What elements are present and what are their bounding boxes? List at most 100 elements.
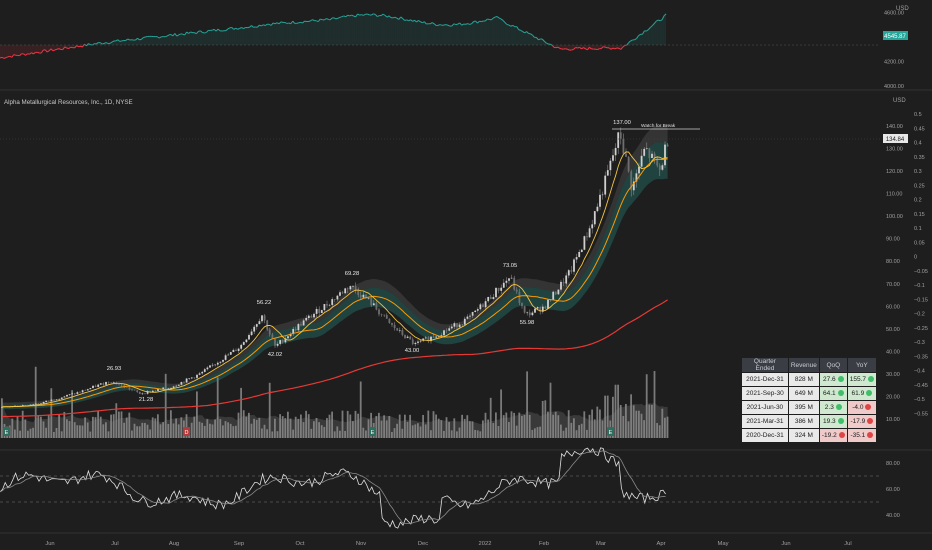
event-badge-letter: E <box>609 430 613 436</box>
index-fill-segment <box>155 36 158 45</box>
index-segment <box>40 49 44 54</box>
index-segment <box>111 40 115 43</box>
volume-bar <box>635 410 638 438</box>
candle-body <box>521 302 523 307</box>
index-fill-segment <box>542 39 545 45</box>
volume-bar <box>544 400 547 438</box>
index-fill-segment <box>151 36 154 45</box>
index-segment <box>76 45 79 48</box>
index-fill-segment <box>432 22 435 45</box>
volume-bar <box>502 415 505 438</box>
event-badge[interactable]: E <box>3 427 10 436</box>
index-fill-segment <box>408 19 411 45</box>
index-fill-segment <box>282 22 285 45</box>
candle-body <box>157 389 159 391</box>
index-segment <box>215 28 219 32</box>
oscillator-panel[interactable]: 80.00 60.00 40.00 <box>0 447 900 529</box>
index-fill-segment <box>227 27 230 45</box>
candle-body <box>601 194 604 196</box>
price-axis[interactable]: 140.00 130.00 120.00 110.00 100.00 90.00 80.00… <box>886 124 903 423</box>
index-fill-segment <box>72 45 75 48</box>
index-segment <box>339 16 343 18</box>
candle-body <box>310 315 313 318</box>
volume-bar <box>29 428 32 438</box>
candle-body <box>536 307 539 309</box>
candle-body <box>164 387 167 389</box>
index-segment <box>278 21 282 25</box>
candle-body <box>450 326 453 329</box>
volume-bar <box>463 418 466 438</box>
volume-bar <box>112 414 115 438</box>
index-fill-segment <box>257 25 260 45</box>
index-fill-segment <box>180 33 183 45</box>
index-fill-segment <box>176 34 179 45</box>
event-badge[interactable]: E <box>369 427 376 436</box>
time-axis[interactable]: Jun Jul Aug Sep Oct Nov Dec 2022 Feb Mar Apr May Jun… <box>45 541 851 547</box>
volume-average-area <box>0 398 668 438</box>
volume-bar <box>180 417 183 438</box>
volume-bar <box>648 404 651 438</box>
volume-bar <box>201 422 203 438</box>
candle-body <box>484 301 487 308</box>
index-fill-segment <box>475 20 478 45</box>
index-fill-segment <box>278 21 281 45</box>
candle-body <box>461 324 464 326</box>
volume-bar <box>339 430 341 438</box>
candle-body <box>622 138 625 154</box>
candle-body <box>279 340 282 344</box>
volume-bar <box>55 428 58 438</box>
candle-body <box>68 394 71 395</box>
index-fill-segment <box>186 32 189 45</box>
index-axis-tick: 4000.00 <box>884 84 904 90</box>
volume-bar <box>638 410 640 438</box>
index-segment <box>414 19 417 23</box>
volume-bar <box>427 410 430 438</box>
index-fill-segment <box>497 16 500 45</box>
event-badge[interactable]: E <box>607 427 614 436</box>
candle-body <box>307 315 310 318</box>
qoq-cell-value: 2.3 <box>824 404 834 411</box>
secondary-axis-tick: −0.05 <box>914 269 928 275</box>
index-fill-segment <box>581 45 584 49</box>
index-fill-segment <box>241 27 244 45</box>
volume-bar <box>437 418 440 438</box>
index-segment <box>408 19 411 22</box>
volume-bar <box>107 431 110 438</box>
oscillator-axis[interactable]: 80.00 60.00 40.00 <box>886 461 900 519</box>
index-fill-segment <box>632 39 635 45</box>
index-segment <box>326 18 329 20</box>
candle-body <box>596 206 599 212</box>
volume-bar <box>250 423 253 438</box>
index-fill-segment <box>182 34 185 45</box>
event-badge[interactable]: D <box>183 427 190 436</box>
index-segment <box>646 29 649 32</box>
volume-bar <box>310 428 313 438</box>
candle-body <box>146 391 149 394</box>
index-segment <box>86 43 89 47</box>
candle-body <box>297 324 300 331</box>
candle-body <box>331 299 334 305</box>
index-segment <box>453 23 456 26</box>
volume-bar <box>352 421 354 438</box>
volume-bar <box>409 414 411 438</box>
candle-body <box>419 340 422 342</box>
index-axis-tick: 4200.00 <box>884 59 904 65</box>
secondary-axis-tick: −0.55 <box>914 411 928 417</box>
volume-bar <box>614 384 617 438</box>
index-segment <box>608 47 612 50</box>
secondary-axis[interactable]: 0.5 0.45 0.4 0.35 0.3 0.25 0.2 0.15 0.1 0.05 0 −0.0… <box>914 112 928 417</box>
volume-bar <box>617 384 619 438</box>
index-fill-segment <box>239 27 242 45</box>
index-segment <box>323 18 327 21</box>
index-fill-segment <box>644 30 647 45</box>
index-segment <box>243 27 246 30</box>
volume-bar <box>16 416 19 438</box>
index-segment <box>618 47 622 50</box>
index-fill-segment <box>188 31 191 45</box>
price-panel[interactable]: Alpha Metallurgical Resources, Inc., 1D,… <box>0 98 928 438</box>
volume-bar <box>115 403 118 438</box>
index-fill-segment <box>442 24 445 45</box>
candle-body <box>346 288 349 290</box>
